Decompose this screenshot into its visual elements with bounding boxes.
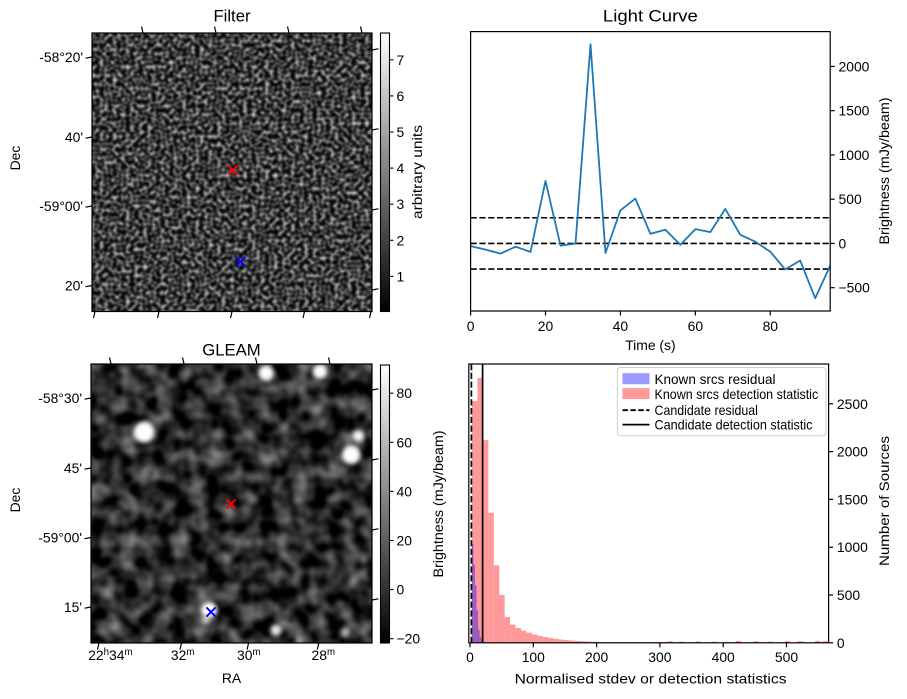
svg-text:45': 45' (64, 460, 82, 476)
svg-text:40': 40' (65, 129, 83, 145)
svg-text:RA: RA (222, 670, 242, 686)
svg-text:22h34m: 22h34m (88, 647, 132, 663)
svg-text:arbitrary units: arbitrary units (409, 125, 425, 219)
svg-text:Dec: Dec (7, 488, 23, 513)
svg-text:1500: 1500 (839, 103, 870, 119)
svg-text:20: 20 (538, 318, 554, 334)
svg-text:40: 40 (613, 318, 629, 334)
svg-text:200: 200 (585, 649, 608, 665)
svg-text:-58°30': -58°30' (38, 390, 82, 406)
svg-text:60: 60 (397, 434, 413, 450)
svg-text:2000: 2000 (837, 444, 868, 460)
svg-text:Brightness (mJy/beam): Brightness (mJy/beam) (876, 98, 892, 245)
svg-text:Filter: Filter (213, 7, 251, 26)
svg-text:40: 40 (397, 483, 413, 499)
svg-text:1500: 1500 (837, 491, 868, 507)
svg-text:Number of Sources: Number of Sources (876, 436, 892, 566)
svg-text:500: 500 (837, 587, 860, 603)
svg-text:15': 15' (64, 599, 82, 615)
svg-text:Known srcs residual: Known srcs residual (655, 371, 776, 387)
svg-text:0: 0 (467, 318, 475, 334)
svg-text:300: 300 (648, 649, 671, 665)
svg-text:0: 0 (397, 582, 405, 598)
svg-text:Dec: Dec (7, 146, 23, 171)
svg-text:GLEAM: GLEAM (202, 341, 260, 360)
svg-text:6: 6 (397, 88, 405, 104)
svg-text:100: 100 (522, 649, 545, 665)
svg-text:500: 500 (839, 191, 862, 207)
svg-text:80: 80 (397, 385, 413, 401)
svg-text:7: 7 (397, 52, 405, 68)
svg-text:4: 4 (397, 160, 405, 176)
svg-text:0: 0 (837, 635, 845, 651)
svg-text:−20: −20 (397, 631, 421, 647)
svg-text:1000: 1000 (839, 147, 870, 163)
svg-text:-59°00': -59°00' (38, 530, 82, 546)
svg-text:−500: −500 (839, 280, 871, 296)
svg-text:Candidate detection statistic: Candidate detection statistic (655, 417, 813, 433)
svg-text:80: 80 (763, 318, 779, 334)
svg-text:0: 0 (466, 649, 474, 665)
svg-text:3: 3 (397, 196, 405, 212)
svg-text:2000: 2000 (839, 58, 870, 74)
svg-text:20': 20' (65, 278, 83, 294)
svg-text:1000: 1000 (837, 539, 868, 555)
svg-text:Time (s): Time (s) (625, 337, 675, 353)
svg-text:Known srcs detection statistic: Known srcs detection statistic (655, 386, 819, 402)
svg-text:Candidate residual: Candidate residual (655, 402, 758, 418)
svg-text:2500: 2500 (837, 396, 868, 412)
svg-text:Normalised stdev or detection: Normalised stdev or detection statistics (515, 671, 787, 687)
svg-text:Light Curve: Light Curve (603, 7, 698, 26)
svg-text:500: 500 (775, 649, 798, 665)
svg-text:5: 5 (397, 124, 405, 140)
svg-text:0: 0 (839, 235, 847, 251)
svg-text:-59°00': -59°00' (39, 198, 83, 214)
svg-text:-58°20': -58°20' (39, 49, 83, 65)
svg-text:60: 60 (688, 318, 704, 334)
svg-text:20: 20 (397, 533, 413, 549)
svg-text:Brightness (mJy/beam): Brightness (mJy/beam) (430, 431, 446, 578)
svg-text:2: 2 (397, 232, 405, 248)
svg-text:1: 1 (397, 268, 405, 284)
svg-text:400: 400 (712, 649, 735, 665)
